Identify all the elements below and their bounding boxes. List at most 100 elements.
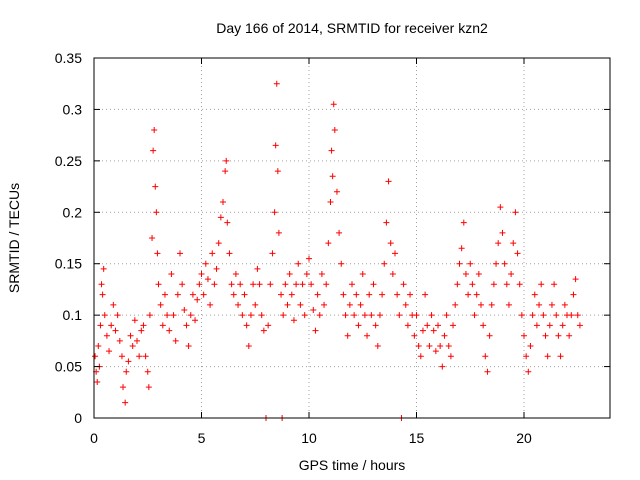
- data-point: [503, 281, 510, 288]
- data-point: [318, 271, 325, 277]
- data-point: [269, 250, 276, 257]
- data-point: [200, 291, 207, 298]
- data-point: [312, 327, 319, 334]
- data-point: [116, 337, 123, 344]
- data-point: [381, 260, 388, 267]
- data-point: [404, 322, 411, 329]
- data-point: [198, 271, 205, 277]
- y-tick-label: 0.15: [55, 256, 82, 272]
- data-point: [478, 301, 484, 308]
- data-point: [576, 322, 583, 329]
- data-point: [181, 307, 188, 313]
- data-point: [303, 271, 310, 277]
- data-point: [223, 157, 230, 164]
- data-point: [101, 312, 108, 319]
- data-point: [551, 281, 558, 288]
- data-point: [505, 301, 512, 308]
- data-point: [327, 199, 334, 205]
- data-point: [278, 291, 285, 298]
- data-point: [559, 322, 566, 329]
- data-point: [467, 260, 474, 267]
- plot-frame: [93, 57, 611, 419]
- data-point: [411, 332, 418, 339]
- data-point: [129, 343, 136, 349]
- data-point: [282, 281, 289, 288]
- y-tick-label: 0.05: [55, 359, 82, 375]
- data-point: [108, 322, 115, 329]
- data-point: [486, 332, 493, 339]
- data-point: [353, 291, 360, 298]
- data-point: [512, 209, 519, 216]
- data-point: [400, 281, 407, 288]
- data-point: [189, 291, 196, 298]
- data-point: [364, 332, 371, 339]
- data-point: [376, 312, 383, 319]
- data-point: [260, 327, 267, 334]
- data-point: [394, 291, 401, 298]
- data-point: [488, 301, 495, 308]
- data-point: [385, 178, 392, 185]
- grid: [94, 58, 610, 418]
- data-point: [120, 384, 127, 391]
- data-point: [295, 260, 302, 267]
- data-point: [351, 312, 358, 319]
- data-point: [497, 204, 504, 211]
- data-point: [426, 343, 433, 349]
- data-point: [510, 240, 517, 247]
- data-point: [501, 260, 508, 267]
- data-point: [316, 312, 323, 319]
- data-point: [149, 235, 156, 241]
- data-point: [140, 322, 147, 329]
- data-point: [389, 271, 396, 277]
- data-point: [330, 101, 337, 108]
- data-point: [112, 327, 119, 334]
- data-point: [540, 312, 547, 319]
- data-point: [142, 353, 149, 360]
- data-point: [235, 301, 242, 308]
- data-point: [527, 343, 534, 349]
- data-point: [349, 281, 355, 288]
- data-point: [443, 312, 450, 319]
- data-point: [546, 322, 553, 329]
- data-point: [325, 240, 332, 247]
- data-point: [275, 229, 282, 236]
- data-point: [95, 343, 102, 349]
- data-point: [254, 265, 261, 272]
- data-point: [196, 281, 203, 288]
- data-point: [338, 260, 345, 267]
- data-point: [136, 353, 143, 360]
- data-point: [226, 250, 233, 257]
- data-point: [150, 147, 157, 154]
- data-point: [413, 312, 420, 319]
- data-point: [480, 322, 487, 329]
- y-tick-label: 0.1: [63, 307, 83, 323]
- data-point: [368, 312, 375, 319]
- data-point: [152, 183, 159, 190]
- data-point: [475, 271, 482, 277]
- data-point: [439, 363, 446, 370]
- data-point: [217, 214, 224, 221]
- data-point: [131, 317, 138, 324]
- data-point: [529, 312, 536, 319]
- data-point: [161, 291, 168, 298]
- x-tick-label: 0: [90, 430, 98, 446]
- data-point: [372, 322, 379, 329]
- data-point: [297, 301, 304, 308]
- data-point: [306, 255, 312, 262]
- data-point: [568, 312, 575, 319]
- data-point: [374, 343, 381, 349]
- data-point: [516, 281, 523, 288]
- data-point: [465, 291, 472, 298]
- data-point: [237, 281, 244, 288]
- data-point: [271, 209, 278, 216]
- data-point: [286, 271, 293, 277]
- data-point: [428, 312, 435, 319]
- data-point: [134, 337, 140, 344]
- data-point: [280, 312, 287, 319]
- data-point: [521, 332, 527, 339]
- data-point: [533, 322, 540, 329]
- y-axis-label: SRMTID / TECUs: [6, 183, 22, 293]
- data-point: [458, 245, 465, 252]
- y-tick-label: 0.3: [63, 101, 83, 117]
- data-point: [97, 322, 104, 329]
